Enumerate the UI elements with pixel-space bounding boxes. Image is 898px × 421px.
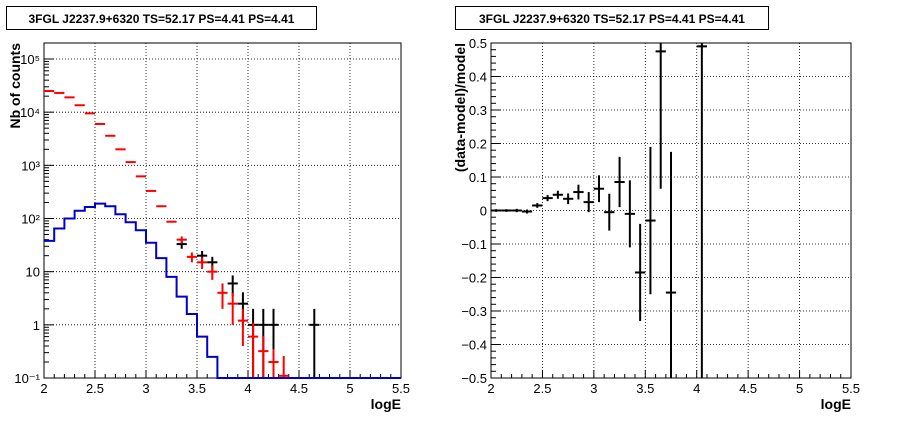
data-point	[665, 151, 677, 378]
data-point	[645, 146, 656, 295]
x-tick-label: 4.5	[290, 381, 308, 396]
data-point	[583, 192, 594, 213]
data-point	[521, 209, 533, 214]
x-tick-label: 5.5	[842, 381, 860, 396]
y-tick-label: 0.3	[469, 103, 487, 118]
x-tick-label: 3	[590, 381, 597, 396]
x-tick-label: 2.5	[86, 381, 104, 396]
data-point	[624, 180, 635, 248]
plot-frame	[43, 42, 402, 379]
data-point	[604, 193, 615, 231]
y-tick-label: 0	[480, 204, 487, 219]
model-point	[227, 292, 238, 325]
x-axis-label: logE	[821, 396, 851, 412]
x-tick-label: 4	[244, 381, 251, 396]
counts-chart-title: 3FGL J2237.9+6320 TS=52.17 PS=4.41 PS=4.…	[6, 6, 317, 30]
y-tick-label: 10³	[21, 158, 40, 173]
model-point	[197, 257, 208, 270]
data-point	[696, 43, 707, 378]
y-tick-label: 0.4	[469, 70, 487, 85]
model-point	[248, 322, 259, 378]
data-point	[542, 195, 553, 202]
data-point	[655, 43, 666, 189]
model-point	[258, 335, 269, 378]
model-point	[207, 265, 218, 280]
x-tick-label: 4.5	[739, 381, 757, 396]
x-tick-label: 5	[346, 381, 353, 396]
model-point	[217, 283, 228, 309]
counts-chart: 2 2.5 3 3.5 4 4.5 5 5.5 10⁻¹ 1 10 10² 10³ 10⁴ 10⁵ logE N…	[7, 42, 410, 412]
y-tick-label: 0.2	[469, 137, 487, 152]
y-tick-label: 10⁴	[20, 105, 40, 120]
y-tick-label: −0.1	[461, 237, 487, 252]
y-tick-label: 10	[26, 265, 40, 280]
residuals-chart: 2 2.5 3 3.5 4 4.5 5 5.5 −0.5 −0.4 −0.3 −0.2 −0.1 0 0.1…	[452, 36, 860, 412]
y-tick-label: 10⁵	[20, 52, 40, 67]
model-point	[237, 308, 248, 346]
y-tick-label: −0.3	[461, 304, 487, 319]
data-point	[491, 209, 502, 212]
data-point	[511, 208, 522, 213]
y-tick-label: 0.1	[469, 170, 487, 185]
x-tick-label: 4	[693, 381, 700, 396]
model-point	[176, 236, 187, 244]
model-point	[186, 252, 197, 263]
data-point	[501, 209, 512, 212]
y-tick-label: −0.5	[461, 371, 487, 386]
x-tick-label: 3.5	[188, 381, 206, 396]
data-point	[563, 193, 574, 205]
model-step-line	[44, 202, 401, 379]
y-tick-label: −0.4	[461, 338, 487, 353]
y-axis-label: Nb of counts	[7, 43, 23, 129]
data-point	[593, 175, 605, 203]
data-point	[309, 308, 320, 378]
y-tick-label: 1	[33, 318, 40, 333]
data-point	[532, 203, 543, 208]
y-tick-label: 10⁻¹	[14, 371, 40, 386]
x-tick-label: 5	[796, 381, 803, 396]
x-tick-label: 5.5	[392, 381, 410, 396]
data-point	[573, 184, 584, 200]
y-tick-label: −0.2	[461, 271, 487, 286]
x-tick-label: 3.5	[636, 381, 654, 396]
y-tick-label: 0.5	[469, 36, 487, 51]
counts-panel: 2 2.5 3 3.5 4 4.5 5 5.5 10⁻¹ 1 10 10² 10³ 10⁴ 10⁵ logE N…	[6, 6, 410, 412]
data-point	[614, 156, 625, 208]
residuals-panel: 2 2.5 3 3.5 4 4.5 5 5.5 −0.5 −0.4 −0.3 −0.2 −0.1 0 0.1…	[449, 0, 898, 421]
data-point	[635, 223, 646, 322]
y-axis-label: (data-model)/model	[452, 43, 468, 172]
residuals-chart-title: 3FGL J2237.9+6320 TS=52.17 PS=4.41 PS=4.…	[455, 6, 769, 30]
x-tick-label: 2	[40, 381, 47, 396]
x-tick-label: 3	[142, 381, 149, 396]
x-tick-label: 2	[487, 381, 494, 396]
model-point	[268, 349, 279, 378]
x-axis-label: logE	[371, 396, 401, 412]
x-tick-label: 2.5	[533, 381, 551, 396]
data-point	[552, 190, 563, 199]
data-point	[227, 275, 238, 296]
y-tick-label: 10²	[21, 212, 40, 227]
model-point	[278, 355, 289, 378]
